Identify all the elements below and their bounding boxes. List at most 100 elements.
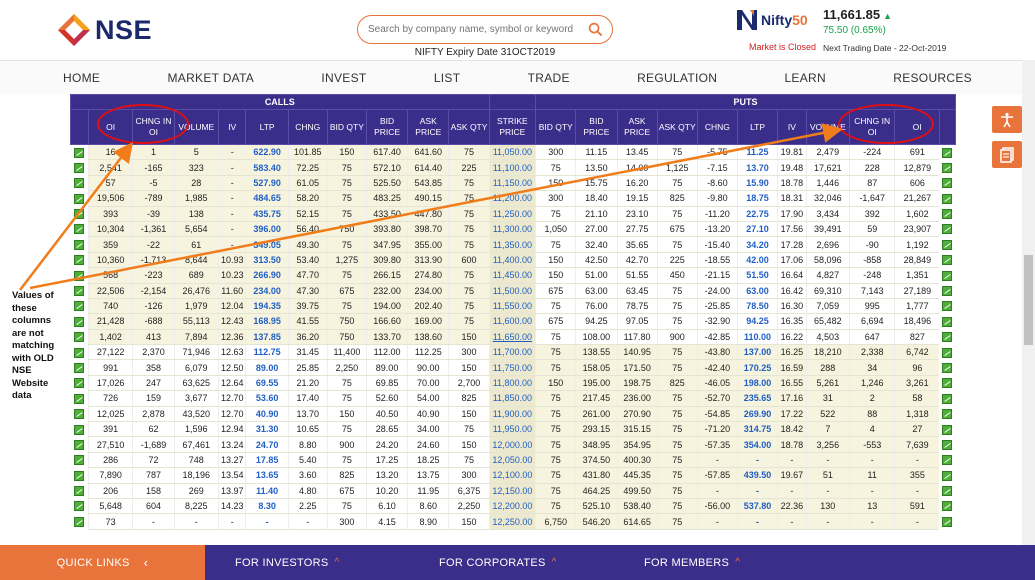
- call-cell[interactable]: 194.35: [245, 298, 289, 315]
- strike-price-cell[interactable]: 11,200.00: [488, 190, 536, 207]
- put-cell[interactable]: 314.75: [736, 421, 778, 438]
- call-cell[interactable]: 112.75: [245, 344, 289, 361]
- call-cell[interactable]: 396.00: [245, 221, 289, 238]
- put-chart-icon[interactable]: [942, 470, 953, 481]
- put-cell[interactable]: 27.10: [736, 221, 778, 238]
- put-cell[interactable]: 235.65: [736, 390, 778, 407]
- put-cell[interactable]: -: [736, 452, 778, 469]
- put-chart-icon[interactable]: [942, 362, 953, 373]
- call-chart-icon[interactable]: [74, 409, 85, 420]
- nav-market-data[interactable]: MARKET DATA: [167, 70, 255, 85]
- strike-price-cell[interactable]: 12,200.00: [488, 498, 536, 515]
- call-chart-icon[interactable]: [74, 193, 85, 204]
- put-cell[interactable]: 198.00: [736, 375, 778, 392]
- strike-price-cell[interactable]: 12,100.00: [488, 467, 536, 484]
- put-chart-icon[interactable]: [942, 193, 953, 204]
- call-chart-icon[interactable]: [74, 224, 85, 235]
- call-chart-icon[interactable]: [74, 516, 85, 527]
- footer-for-members[interactable]: FOR MEMBERS ^: [644, 556, 741, 569]
- call-chart-icon[interactable]: [74, 470, 85, 481]
- put-cell[interactable]: -: [736, 483, 778, 499]
- put-cell[interactable]: 18.75: [736, 190, 778, 207]
- document-button[interactable]: [992, 141, 1022, 168]
- strike-price-cell[interactable]: 11,800.00: [488, 375, 536, 392]
- scrollbar-thumb[interactable]: [1024, 255, 1033, 345]
- put-cell[interactable]: 439.50: [736, 467, 778, 484]
- call-cell[interactable]: 622.90: [245, 144, 289, 161]
- strike-price-cell[interactable]: 11,850.00: [488, 390, 536, 407]
- call-cell[interactable]: 527.90: [245, 175, 289, 192]
- search-input[interactable]: [368, 21, 578, 37]
- put-chart-icon[interactable]: [942, 378, 953, 389]
- call-cell[interactable]: -: [245, 513, 289, 530]
- call-chart-icon[interactable]: [74, 162, 85, 173]
- put-chart-icon[interactable]: [942, 270, 953, 281]
- put-chart-icon[interactable]: [942, 286, 953, 297]
- put-chart-icon[interactable]: [942, 393, 953, 404]
- strike-price-cell[interactable]: 11,650.00: [488, 329, 536, 346]
- call-chart-icon[interactable]: [74, 239, 85, 250]
- strike-price-cell[interactable]: 11,350.00: [488, 236, 536, 253]
- put-cell[interactable]: -: [736, 513, 778, 530]
- put-chart-icon[interactable]: [942, 147, 953, 158]
- call-cell[interactable]: 349.05: [245, 236, 289, 253]
- footer-for-corporates[interactable]: FOR CORPORATES ^: [439, 556, 557, 569]
- nav-trade[interactable]: TRADE: [527, 70, 570, 85]
- call-cell[interactable]: 8.30: [245, 498, 289, 515]
- call-cell[interactable]: 69.55: [245, 375, 289, 392]
- put-chart-icon[interactable]: [942, 516, 953, 527]
- nse-logo[interactable]: NSE: [57, 12, 157, 48]
- call-cell[interactable]: 89.00: [245, 359, 289, 376]
- put-chart-icon[interactable]: [942, 424, 953, 435]
- call-chart-icon[interactable]: [74, 209, 85, 220]
- put-cell[interactable]: 137.00: [736, 344, 778, 361]
- call-chart-icon[interactable]: [74, 455, 85, 466]
- nav-home[interactable]: HOME: [63, 70, 101, 85]
- call-cell[interactable]: 484.65: [245, 190, 289, 207]
- call-chart-icon[interactable]: [74, 332, 85, 343]
- call-cell[interactable]: 583.40: [245, 159, 289, 176]
- page-scrollbar[interactable]: [1022, 60, 1035, 545]
- put-chart-icon[interactable]: [942, 501, 953, 512]
- put-chart-icon[interactable]: [942, 209, 953, 220]
- put-cell[interactable]: 354.00: [736, 436, 778, 453]
- strike-price-cell[interactable]: 11,500.00: [488, 283, 536, 299]
- put-chart-icon[interactable]: [942, 301, 953, 312]
- put-cell[interactable]: 94.25: [736, 313, 778, 330]
- call-cell[interactable]: 313.50: [245, 252, 289, 269]
- strike-price-cell[interactable]: 11,050.00: [488, 144, 536, 161]
- strike-price-cell[interactable]: 11,300.00: [488, 221, 536, 238]
- put-chart-icon[interactable]: [942, 347, 953, 358]
- put-cell[interactable]: 537.80: [736, 498, 778, 515]
- nav-regulation[interactable]: REGULATION: [637, 70, 718, 85]
- call-chart-icon[interactable]: [74, 501, 85, 512]
- call-cell[interactable]: 11.40: [245, 483, 289, 499]
- put-chart-icon[interactable]: [942, 255, 953, 266]
- call-cell[interactable]: 40.90: [245, 406, 289, 423]
- nifty50-logo[interactable]: Nifty50: [736, 7, 816, 33]
- call-chart-icon[interactable]: [74, 286, 85, 297]
- call-cell[interactable]: 24.70: [245, 436, 289, 453]
- call-chart-icon[interactable]: [74, 424, 85, 435]
- strike-price-cell[interactable]: 11,450.00: [488, 267, 536, 284]
- call-cell[interactable]: 17.85: [245, 452, 289, 469]
- put-cell[interactable]: 63.00: [736, 283, 778, 299]
- put-chart-icon[interactable]: [942, 178, 953, 189]
- strike-price-cell[interactable]: 12,150.00: [488, 483, 536, 499]
- call-cell[interactable]: 31.30: [245, 421, 289, 438]
- put-cell[interactable]: 110.00: [736, 329, 778, 346]
- put-cell[interactable]: 170.25: [736, 359, 778, 376]
- call-chart-icon[interactable]: [74, 439, 85, 450]
- put-cell[interactable]: 34.20: [736, 236, 778, 253]
- strike-price-cell[interactable]: 11,750.00: [488, 359, 536, 376]
- call-chart-icon[interactable]: [74, 255, 85, 266]
- strike-price-cell[interactable]: 11,600.00: [488, 313, 536, 330]
- put-cell[interactable]: 42.00: [736, 252, 778, 269]
- put-cell[interactable]: 51.50: [736, 267, 778, 284]
- strike-price-cell[interactable]: 11,900.00: [488, 406, 536, 423]
- search-icon[interactable]: [588, 22, 603, 37]
- nav-invest[interactable]: INVEST: [321, 70, 367, 85]
- nav-list[interactable]: LIST: [433, 70, 461, 85]
- call-chart-icon[interactable]: [74, 270, 85, 281]
- put-cell[interactable]: 269.90: [736, 406, 778, 423]
